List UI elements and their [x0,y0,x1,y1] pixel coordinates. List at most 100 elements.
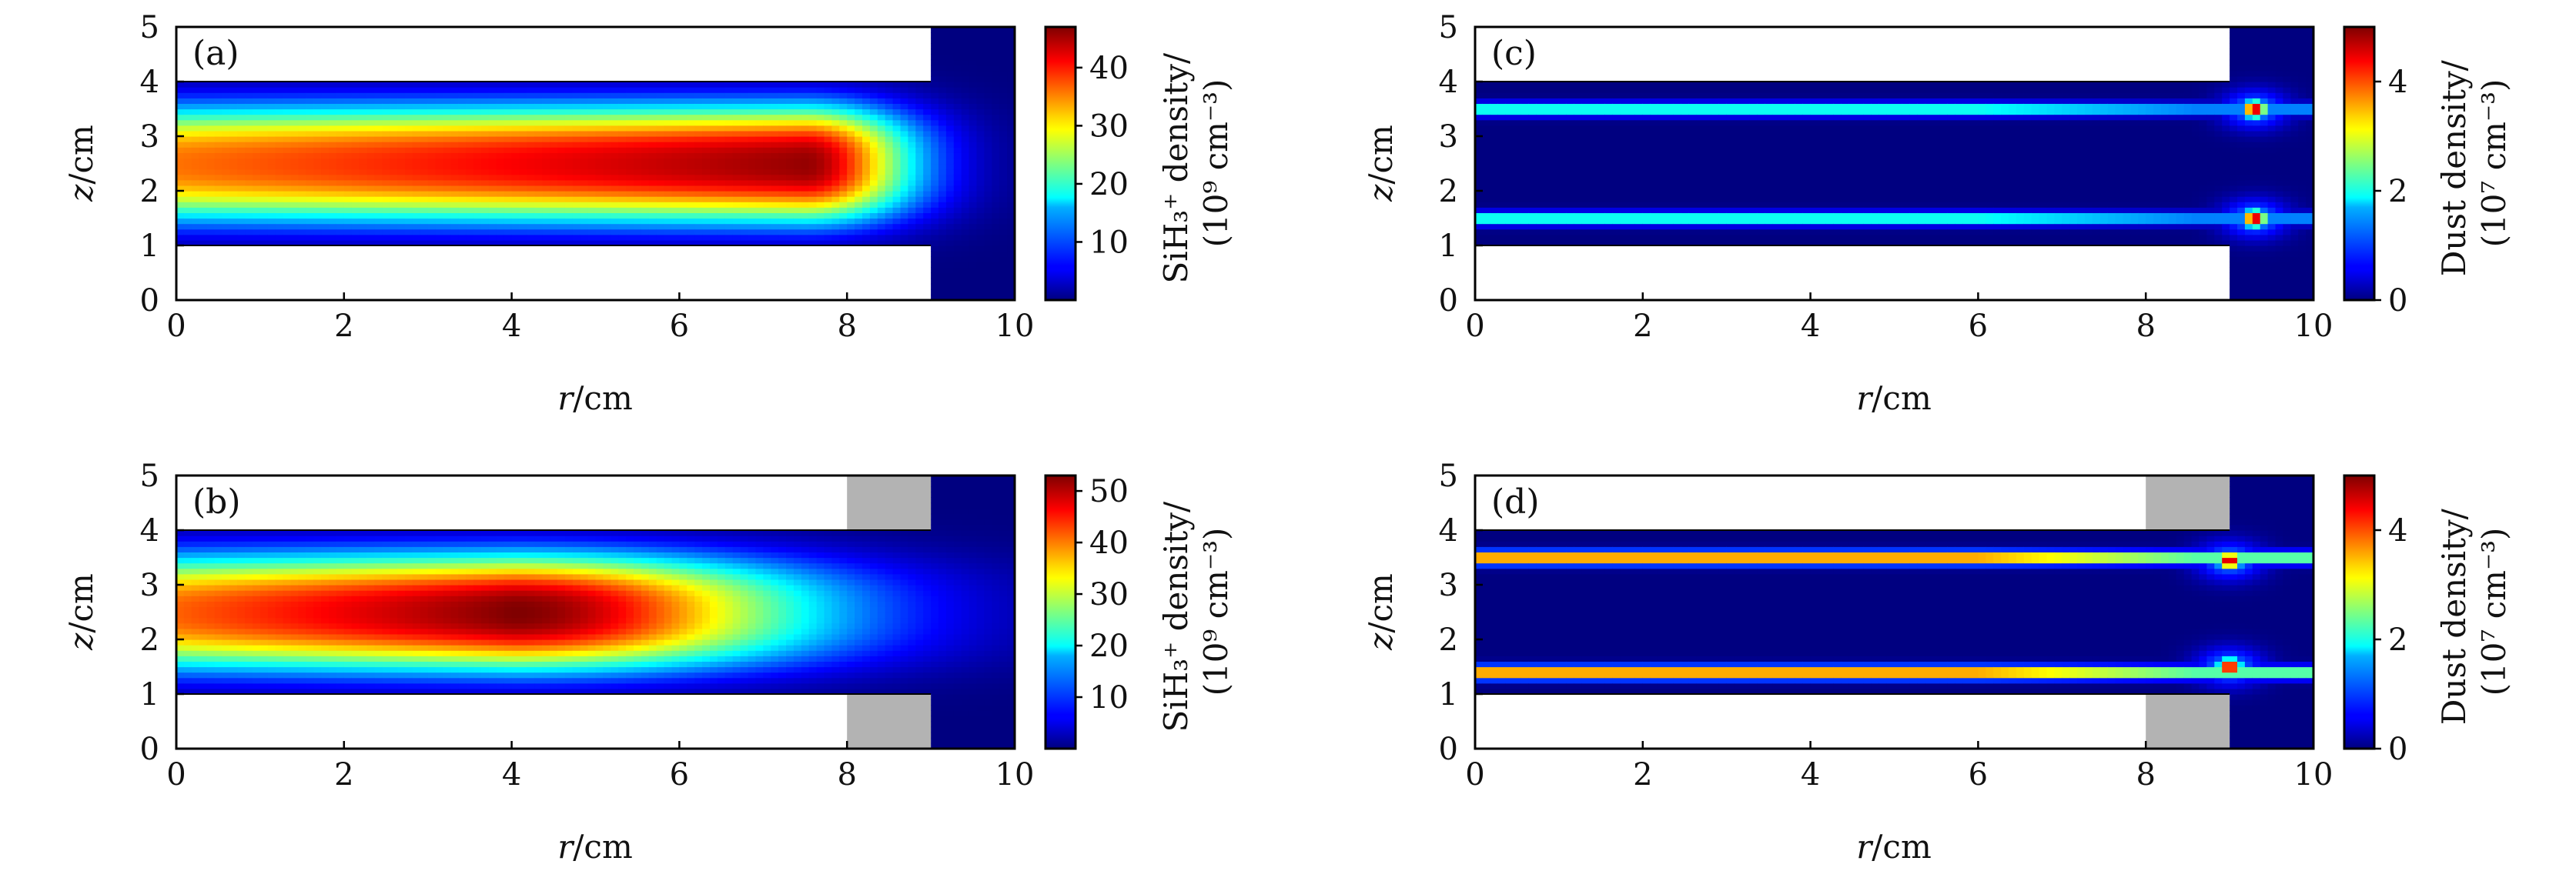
heatmap-cell [481,562,490,569]
heatmap-cell [710,207,718,213]
heatmap-cell [267,622,276,629]
heatmap-cell [183,125,192,132]
heatmap-cell [458,92,467,98]
heatmap-cell [511,612,520,619]
heatmap-cell [931,262,939,268]
heatmap-cell [306,125,314,132]
heatmap-cell [511,239,520,246]
heatmap-cell [267,212,276,219]
heatmap-cell [191,158,200,165]
heatmap-cell [656,87,665,93]
heatmap-cell [351,552,360,559]
heatmap-cell [953,136,962,142]
heatmap-cell [450,622,459,629]
heatmap-cell [245,147,253,153]
heatmap-cell [397,125,406,132]
heatmap-cell [611,92,619,98]
heatmap-cell [778,136,787,142]
heatmap-cell [435,207,444,213]
heatmap-cell [953,278,962,285]
heatmap-cell [336,573,345,580]
heatmap-cell [253,239,261,246]
heatmap-cell [679,114,687,121]
heatmap-cell [390,672,398,679]
heatmap-cell [641,92,650,98]
heatmap-cell [412,125,421,132]
heatmap-cell [351,142,360,148]
heatmap-cell [808,174,818,181]
heatmap-cell [283,152,292,159]
heatmap-cell [176,158,185,165]
heatmap-cell [687,218,695,225]
heatmap-cell [253,218,261,225]
heatmap-cell [587,152,597,159]
heatmap-cell [336,234,345,241]
heatmap-cell [199,196,208,202]
heatmap-cell [778,212,787,219]
heatmap-cell [313,119,322,126]
heatmap-cell [847,98,855,104]
heatmap-cell [611,218,619,225]
heatmap-cell [557,152,566,159]
heatmap-cell [206,541,216,547]
heatmap-cell [275,125,284,132]
heatmap-cell [572,92,581,98]
heatmap-cell [618,92,627,98]
heatmap-cell [214,103,222,110]
heatmap-cell [564,103,574,110]
heatmap-cell [390,152,398,159]
heatmap-cell [290,212,299,219]
heatmap-cell [199,103,208,110]
heatmap-cell [519,147,527,153]
heatmap-cell [306,622,314,629]
heatmap-cell [343,163,353,170]
heatmap-cell [450,557,459,564]
heatmap-cell [892,191,902,197]
heatmap-cell [450,661,459,668]
heatmap-cell [359,666,368,673]
heatmap-cell [329,672,337,679]
heatmap-cell [626,174,634,181]
heatmap-cell [801,87,810,93]
heatmap-cell [206,103,216,110]
heatmap-cell [953,196,962,202]
heatmap-cell [763,92,771,98]
heatmap-cell [382,688,390,695]
heatmap-cell [382,87,390,93]
heatmap-cell [176,546,185,552]
heatmap-cell [214,207,222,213]
heatmap-cell [343,185,353,192]
heatmap-cell [938,294,947,301]
heatmap-cell [527,628,535,635]
heatmap-cell [976,92,985,98]
heatmap-cell [801,202,810,208]
heatmap-cell [298,530,306,536]
heatmap-cell [786,98,795,104]
heatmap-cell [1007,87,1015,93]
heatmap-cell [923,103,932,110]
heatmap-cell [435,169,444,175]
heatmap-cell [420,672,429,679]
heatmap-cell [969,256,978,262]
heatmap-cell [267,82,276,88]
heatmap-cell [245,628,253,635]
heatmap-cell [237,606,246,613]
heatmap-cell [267,682,276,689]
heatmap-cell [390,645,398,651]
heatmap-cell [458,628,467,635]
heatmap-cell [550,103,558,110]
heatmap-cell [511,617,520,624]
heatmap-cell [343,92,353,98]
heatmap-cell [931,136,939,142]
heatmap-cell [778,163,787,170]
heatmap-cell [511,536,520,542]
heatmap-cell [458,136,467,142]
heatmap-cell [999,272,1008,279]
heatmap-cell [656,130,665,137]
heatmap-cell [473,103,482,110]
heatmap-cell [945,70,955,77]
heatmap-cell [931,191,939,197]
heatmap-cell [801,212,810,219]
heatmap-cell [283,191,292,197]
heatmap-cell [801,218,810,225]
